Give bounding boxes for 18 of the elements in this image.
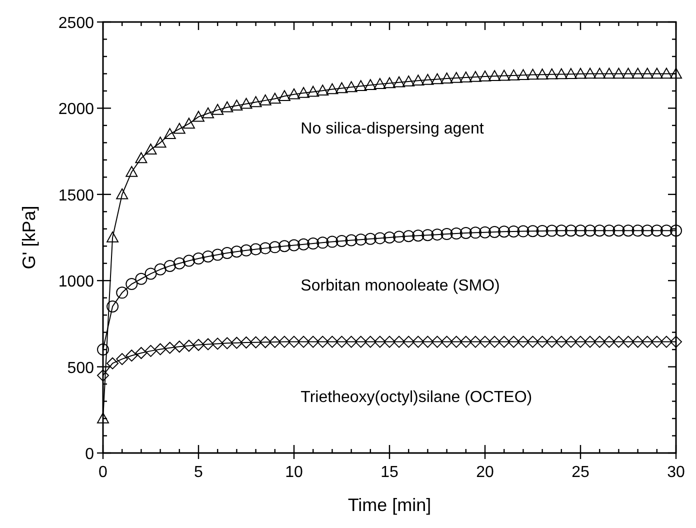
x-tick-label: 5 (194, 464, 204, 481)
x-tick-label: 25 (572, 464, 590, 481)
y-tick-label: 500 (67, 360, 94, 377)
x-tick-label: 0 (98, 464, 108, 481)
series-label: Sorbitan monooleate (SMO) (300, 278, 500, 295)
series-label: No silica-dispersing agent (300, 120, 484, 138)
y-tick-label: 0 (85, 446, 94, 463)
x-tick-label: 20 (476, 464, 494, 481)
y-tick-label: 1500 (58, 187, 94, 204)
x-tick-label: 10 (285, 464, 303, 481)
y-tick-label: 1000 (58, 274, 94, 291)
y-tick-label: 2000 (58, 101, 94, 118)
x-tick-label: 30 (667, 464, 685, 481)
y-tick-label: 2500 (58, 15, 94, 32)
x-tick-label: 15 (380, 464, 398, 481)
x-axis-title: Time [min] (348, 495, 432, 515)
y-axis-title: G' [kPa] (19, 206, 39, 270)
text: Trietheoxy(octyl)silane (OCTEO) (300, 388, 532, 406)
